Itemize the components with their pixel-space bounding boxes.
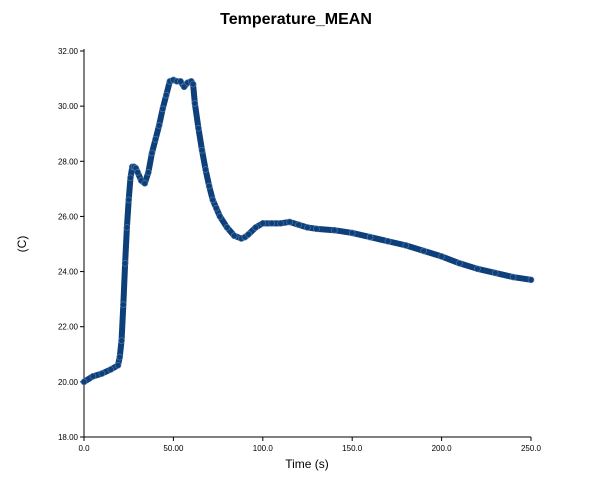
data-point — [155, 122, 163, 129]
data-point — [177, 78, 184, 85]
data-point — [366, 233, 374, 241]
y-axis-label: (C) — [15, 236, 29, 253]
data-point — [474, 265, 481, 273]
data-point — [159, 105, 166, 113]
x-axis-label: Time (s) — [285, 457, 329, 471]
data-point — [295, 221, 302, 228]
data-point — [331, 226, 338, 234]
data-point — [125, 196, 132, 204]
y-tick-label: 32.00 — [58, 47, 79, 56]
data-point — [527, 276, 535, 284]
data-point — [89, 373, 97, 380]
data-point — [141, 180, 149, 187]
data-point — [202, 166, 209, 173]
data-point — [152, 135, 159, 143]
y-tick-label: 24.00 — [58, 268, 79, 277]
data-point — [205, 182, 213, 190]
data-point — [116, 353, 124, 361]
data-point — [230, 232, 238, 240]
x-tick-label: 100.0 — [253, 444, 274, 453]
data-point — [348, 229, 356, 237]
x-tick-label: 200.0 — [432, 444, 453, 453]
data-point — [509, 273, 517, 281]
data-point — [268, 220, 276, 227]
data-point — [127, 174, 134, 182]
series-group — [80, 76, 535, 386]
data-point — [491, 269, 499, 277]
y-tick-label: 26.00 — [58, 212, 79, 221]
data-point — [121, 259, 129, 267]
data-point — [213, 204, 220, 212]
data-point — [107, 366, 115, 373]
data-point — [148, 149, 156, 157]
data-point — [123, 224, 131, 231]
y-tick-label: 28.00 — [58, 157, 79, 166]
data-point — [277, 220, 284, 227]
data-point — [180, 83, 188, 91]
data-point — [216, 213, 224, 220]
x-tick-label: 50.00 — [163, 444, 184, 453]
y-tick-label: 20.00 — [58, 378, 79, 387]
data-point — [223, 224, 231, 231]
data-point — [189, 80, 197, 88]
data-point — [209, 196, 217, 204]
data-point — [438, 253, 445, 260]
data-point — [145, 169, 152, 176]
data-point — [402, 242, 410, 249]
y-tick-label: 22.00 — [58, 323, 79, 332]
data-point — [162, 91, 170, 99]
data-point — [420, 247, 428, 255]
data-point — [195, 124, 202, 132]
data-point — [252, 224, 259, 231]
data-point — [286, 218, 293, 226]
data-point — [118, 337, 125, 344]
x-tick-label: 0.0 — [78, 444, 90, 453]
y-tick-label: 18.00 — [58, 433, 79, 442]
data-point — [114, 362, 122, 369]
data-point — [313, 225, 320, 233]
data-point — [134, 169, 141, 176]
data-point — [120, 301, 127, 308]
y-tick-label: 30.00 — [58, 102, 79, 111]
series-line — [81, 76, 534, 385]
x-tick-label: 250.0 — [521, 444, 542, 453]
data-point — [384, 237, 392, 245]
data-point — [245, 231, 252, 238]
chart-title: Temperature_MEAN — [220, 11, 372, 28]
data-point — [198, 146, 206, 154]
axis-ticks: 18.00 20.00 22.00 24.00 26.00 28.00 30.00 32.00… — [58, 47, 542, 453]
data-point — [98, 370, 106, 377]
data-point — [304, 224, 311, 231]
x-tick-label: 150.0 — [342, 444, 363, 453]
data-point — [456, 259, 463, 267]
data-point — [191, 100, 199, 107]
data-point — [259, 220, 267, 227]
data-point — [80, 378, 88, 386]
